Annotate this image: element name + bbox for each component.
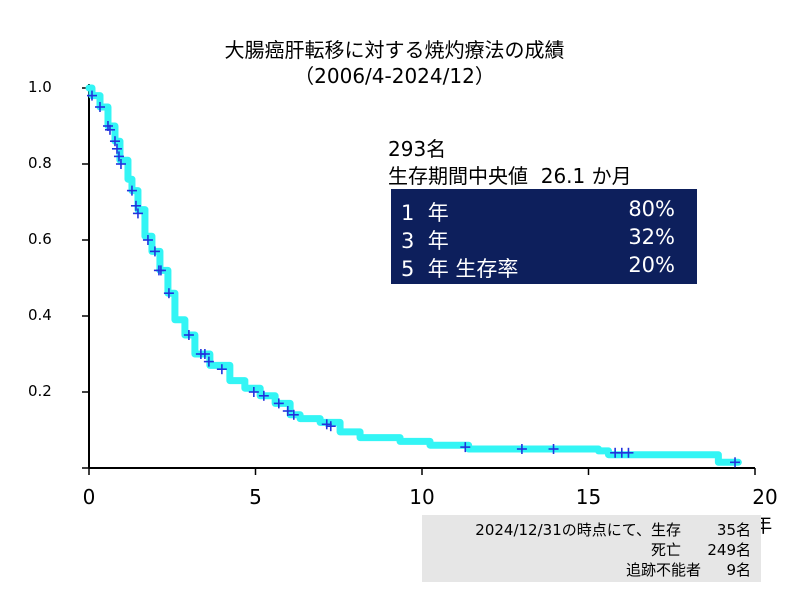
- x-tick-label: 5: [249, 485, 262, 509]
- footnote-value: 9名: [726, 561, 751, 579]
- rate-value: 20%: [628, 253, 675, 277]
- footnote-label: 2024/12/31の時点にて、生存: [475, 521, 681, 539]
- chart-title: 大腸癌肝転移に対する焼灼療法の成績: [224, 38, 565, 62]
- median-survival: 生存期間中央値 26.1 か月: [388, 160, 632, 189]
- x-tick-label: 0: [82, 485, 96, 509]
- rate-row-1y: 1 年 80%: [401, 197, 675, 225]
- patient-count: 293名: [388, 137, 447, 161]
- y-tick-label: 0.4: [28, 306, 52, 324]
- y-tick-label: 0.8: [28, 154, 52, 172]
- footnote-lost: 追跡不能者 9名: [626, 559, 751, 579]
- median-label: 生存期間中央値: [388, 164, 528, 188]
- censor-mark: [94, 102, 105, 112]
- censor-mark: [126, 185, 137, 196]
- rate-row-3y: 3 年 32%: [401, 225, 675, 253]
- rate-value: 32%: [628, 225, 675, 249]
- footnote-alive: 2024/12/31の時点にて、生存 35名: [475, 519, 751, 539]
- censor-mark: [273, 398, 284, 409]
- rate-label: 3 年: [401, 229, 449, 253]
- censor-mark: [183, 330, 194, 340]
- rate-label: 5 年 生存率: [401, 257, 519, 281]
- censor-mark: [730, 457, 741, 468]
- censor-mark: [203, 356, 214, 367]
- censor-mark: [248, 387, 259, 397]
- censor-mark: [113, 151, 124, 162]
- censor-mark: [86, 90, 97, 101]
- censor-mark: [130, 200, 141, 211]
- footnote-value: 35名: [716, 521, 751, 539]
- y-tick-label: 1.0: [28, 78, 52, 96]
- x-tick-label: 15: [575, 485, 602, 509]
- censor-mark: [623, 447, 634, 458]
- censor-mark: [155, 265, 166, 276]
- censor-mark: [282, 406, 293, 416]
- censor-mark: [460, 442, 471, 453]
- median-value: 26.1 か月: [540, 164, 632, 188]
- survival-rates-box: 1 年 80% 3 年 32% 5 年 生存率 20%: [391, 189, 697, 284]
- censor-mark: [516, 444, 527, 454]
- censor-mark: [132, 208, 143, 219]
- censor-mark: [115, 159, 126, 169]
- chart-subtitle: （2006/4-2024/12）: [294, 64, 495, 88]
- rate-value: 80%: [628, 197, 675, 221]
- censor-mark: [109, 136, 120, 147]
- rate-row-5y: 5 年 生存率 20%: [401, 253, 675, 281]
- footnote-dead: 死亡 249名: [651, 539, 751, 559]
- censor-mark: [149, 246, 160, 257]
- footnote-label: 死亡: [650, 541, 681, 559]
- y-tick-label: 0.6: [28, 230, 52, 248]
- censor-mark: [163, 288, 174, 299]
- rate-label: 1 年: [401, 201, 449, 225]
- censor-mark: [104, 124, 115, 135]
- censor-mark: [142, 235, 153, 245]
- censor-mark: [199, 349, 210, 359]
- censor-mark: [325, 421, 336, 432]
- censor-mark: [258, 390, 269, 401]
- censor-mark: [216, 364, 227, 375]
- footnote-value: 249名: [707, 541, 751, 559]
- censor-mark: [288, 409, 299, 420]
- censor-mark: [111, 143, 122, 154]
- censor-mark: [548, 444, 559, 454]
- footnote-label: 追跡不能者: [625, 561, 701, 579]
- survival-curve: [85, 84, 742, 466]
- x-tick-label: 10: [409, 485, 435, 509]
- status-footnote: 2024/12/31の時点にて、生存 35名 死亡 249名 追跡不能者 9名: [422, 515, 761, 582]
- y-tick-label: 0.2: [28, 382, 52, 400]
